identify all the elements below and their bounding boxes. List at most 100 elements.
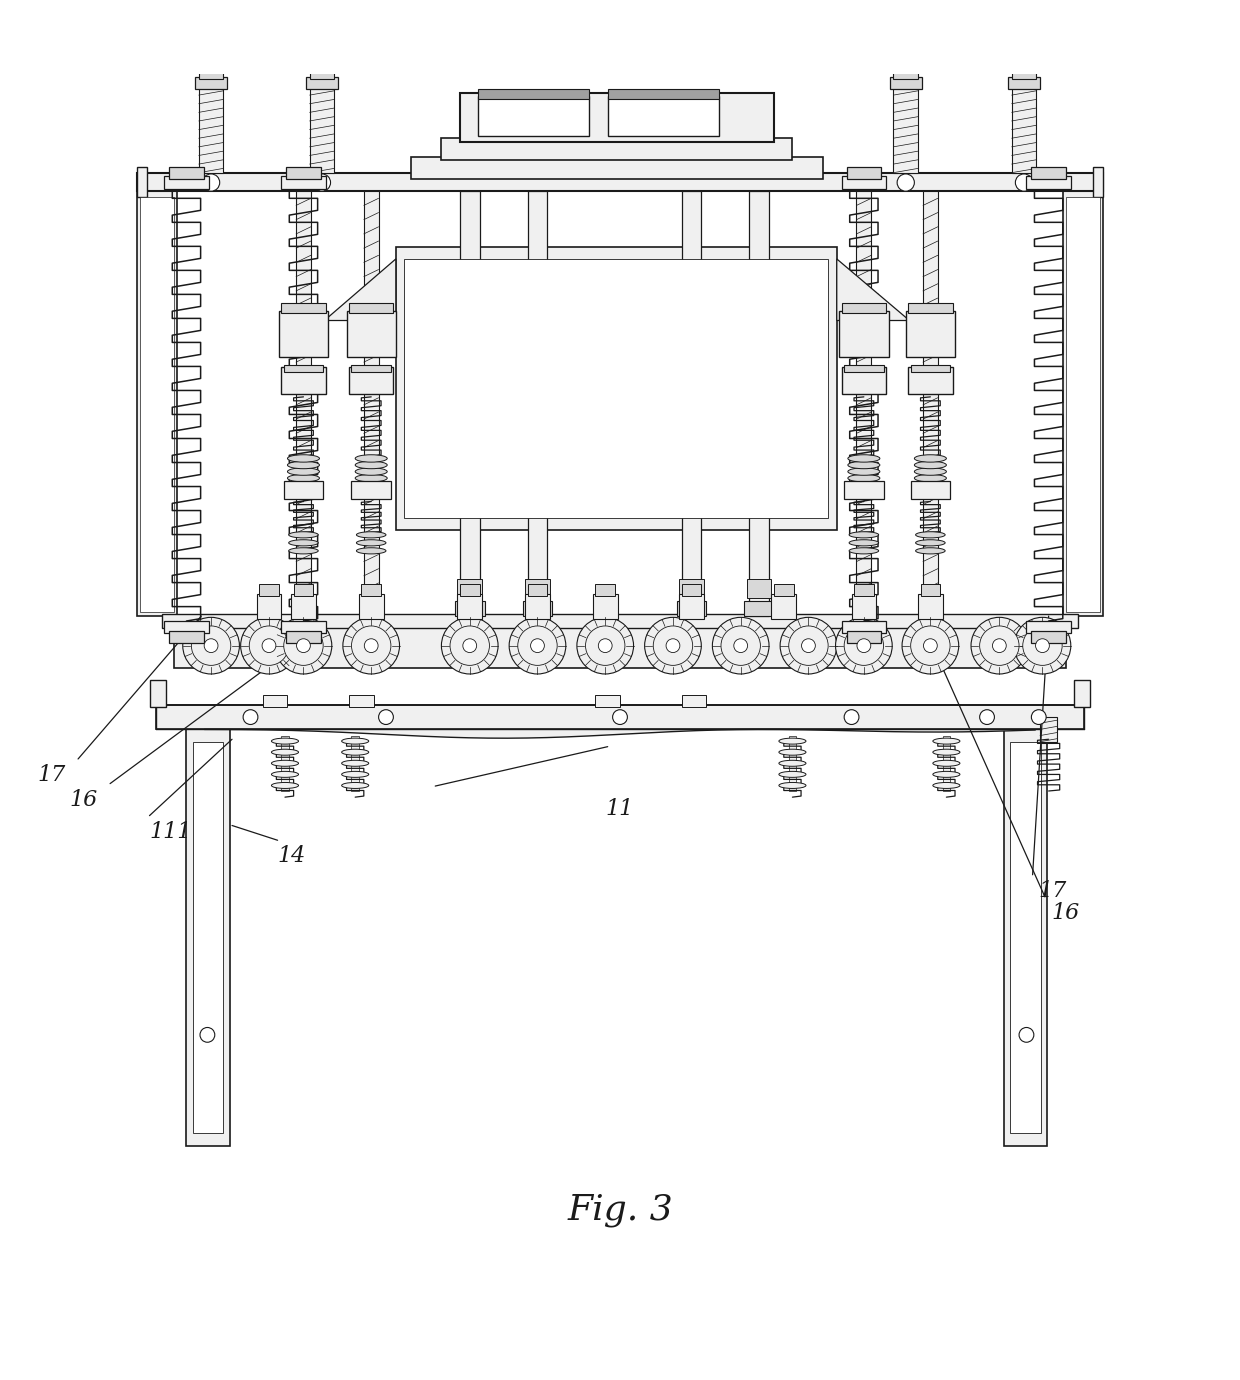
Ellipse shape [914, 468, 946, 475]
Circle shape [441, 617, 498, 673]
Ellipse shape [849, 540, 879, 546]
Circle shape [720, 627, 760, 665]
Bar [296, 192, 311, 618]
Bar [528, 192, 547, 615]
Bar [1075, 680, 1090, 707]
Ellipse shape [355, 455, 387, 462]
Ellipse shape [272, 738, 299, 744]
Bar [1032, 167, 1066, 179]
Bar [164, 177, 208, 189]
Ellipse shape [356, 540, 386, 546]
Circle shape [666, 639, 680, 653]
Circle shape [992, 639, 1006, 653]
Bar [852, 593, 877, 618]
Circle shape [202, 174, 219, 192]
Circle shape [836, 617, 893, 673]
Ellipse shape [779, 749, 806, 755]
Ellipse shape [849, 531, 879, 538]
Circle shape [510, 617, 565, 673]
Circle shape [653, 627, 693, 665]
Circle shape [1023, 627, 1063, 665]
Bar [169, 631, 203, 643]
Bar [348, 696, 373, 707]
Bar [195, 77, 227, 88]
Bar [526, 580, 549, 598]
Bar [460, 192, 480, 615]
Bar [138, 167, 148, 197]
Bar [140, 197, 174, 613]
Bar [854, 584, 874, 596]
Ellipse shape [779, 782, 806, 788]
Bar [920, 584, 940, 596]
Ellipse shape [915, 540, 945, 546]
Circle shape [585, 627, 625, 665]
Bar [310, 69, 335, 79]
Ellipse shape [342, 738, 368, 744]
Bar [857, 192, 872, 618]
Ellipse shape [288, 468, 320, 475]
Circle shape [351, 627, 391, 665]
Bar [771, 593, 796, 618]
Circle shape [314, 174, 331, 192]
Ellipse shape [355, 475, 387, 482]
Bar [526, 593, 549, 618]
Ellipse shape [914, 455, 946, 462]
Bar [156, 705, 1084, 730]
Ellipse shape [932, 738, 960, 744]
Bar [150, 680, 165, 707]
Circle shape [191, 627, 231, 665]
Ellipse shape [932, 749, 960, 755]
Circle shape [1016, 174, 1033, 192]
Bar [842, 304, 887, 313]
Circle shape [712, 617, 769, 673]
Text: 14: 14 [278, 845, 306, 867]
Bar [1066, 197, 1100, 613]
Circle shape [249, 627, 289, 665]
Bar [257, 593, 281, 618]
Bar [479, 88, 589, 99]
Circle shape [789, 627, 828, 665]
Circle shape [200, 1028, 215, 1042]
Ellipse shape [932, 771, 960, 777]
Bar [595, 584, 615, 596]
Bar [844, 364, 884, 373]
Bar [361, 584, 381, 596]
Bar [1008, 77, 1040, 88]
Ellipse shape [288, 461, 320, 469]
Bar [479, 97, 589, 135]
Bar [842, 367, 887, 395]
Circle shape [901, 617, 959, 673]
Circle shape [910, 627, 950, 665]
Bar [404, 259, 828, 518]
Bar [161, 614, 1078, 628]
Polygon shape [837, 259, 909, 320]
Bar [281, 621, 326, 633]
Circle shape [205, 639, 218, 653]
Circle shape [857, 639, 870, 653]
Circle shape [262, 639, 275, 653]
Ellipse shape [356, 548, 386, 553]
Bar [923, 192, 937, 618]
Bar [682, 584, 702, 596]
Bar [460, 92, 774, 142]
Bar [286, 631, 321, 643]
Bar [281, 367, 326, 395]
Bar [1004, 730, 1048, 1145]
Text: 17: 17 [1039, 879, 1066, 901]
Bar [918, 593, 942, 618]
Bar [847, 167, 882, 179]
Ellipse shape [342, 771, 368, 777]
Bar [905, 310, 955, 357]
Bar [458, 580, 482, 598]
Bar [1064, 192, 1102, 615]
Bar [259, 584, 279, 596]
Bar [279, 310, 329, 357]
Ellipse shape [272, 771, 299, 777]
Ellipse shape [342, 749, 368, 755]
Circle shape [531, 639, 544, 653]
Circle shape [780, 617, 837, 673]
Ellipse shape [915, 531, 945, 538]
Bar [460, 584, 480, 596]
Ellipse shape [932, 782, 960, 788]
Ellipse shape [289, 540, 319, 546]
